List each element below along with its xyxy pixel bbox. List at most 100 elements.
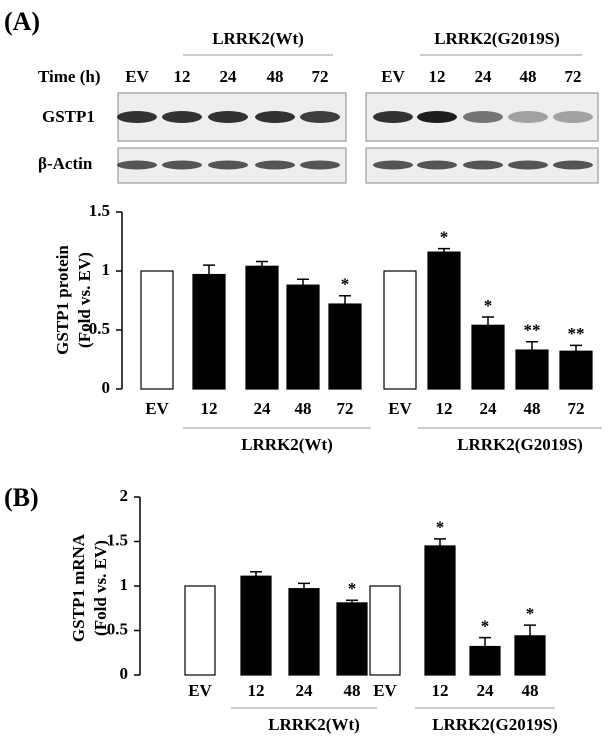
- bar: [514, 635, 546, 676]
- bar: [424, 545, 456, 676]
- y-tick-label: 2: [120, 486, 129, 505]
- error-bar: [570, 344, 582, 352]
- time-label: Time (h): [38, 67, 101, 86]
- error-bar: [479, 636, 491, 647]
- group-label: LRRK2(Wt): [268, 715, 360, 734]
- bar: [184, 585, 216, 676]
- band: [117, 111, 157, 123]
- blot-row-label: β-Actin: [38, 154, 93, 173]
- x-tick-label: 72: [337, 399, 354, 418]
- significance-label: *: [440, 227, 449, 246]
- lane-label: EV: [381, 67, 405, 86]
- y-axis-label: (Fold vs. EV): [91, 540, 110, 636]
- bar: [383, 270, 417, 390]
- band: [417, 111, 457, 123]
- band: [463, 160, 503, 170]
- band: [463, 111, 503, 123]
- x-tick-label: 48: [344, 681, 361, 700]
- bar: [336, 602, 368, 676]
- significance-label: *: [348, 579, 357, 598]
- error-bar: [526, 341, 538, 351]
- blot-group-label: LRRK2(G2019S): [434, 29, 560, 48]
- band: [300, 111, 340, 123]
- lane-label: 24: [220, 67, 238, 86]
- band: [417, 160, 457, 170]
- lane-label: 12: [429, 67, 446, 86]
- lane-label: EV: [125, 67, 149, 86]
- x-tick-label: 24: [296, 681, 314, 700]
- band: [508, 160, 548, 170]
- bar: [471, 324, 505, 390]
- bar: [559, 350, 593, 390]
- band: [508, 111, 548, 123]
- error-bar: [203, 264, 215, 275]
- significance-label: *: [481, 617, 490, 636]
- x-tick-label: 48: [522, 681, 539, 700]
- group-label: LRRK2(G2019S): [432, 715, 558, 734]
- band: [255, 160, 295, 170]
- significance-label: *: [341, 275, 350, 294]
- significance-label: *: [436, 518, 445, 537]
- x-tick-label: 24: [480, 399, 498, 418]
- band: [373, 111, 413, 123]
- x-tick-label: 12: [248, 681, 265, 700]
- error-bar: [434, 538, 446, 546]
- panel-label: (B): [4, 483, 39, 512]
- bar: [469, 645, 501, 676]
- bar: [515, 349, 549, 390]
- error-bar: [250, 571, 262, 577]
- x-tick-label: EV: [145, 399, 169, 418]
- y-axis-label: (Fold vs. EV): [75, 252, 94, 348]
- y-tick-label: 1: [102, 260, 111, 279]
- blot-row-label: GSTP1: [42, 107, 95, 126]
- x-tick-label: 72: [568, 399, 585, 418]
- band: [373, 160, 413, 170]
- lane-label: 72: [565, 67, 582, 86]
- panel-label: (A): [4, 7, 40, 36]
- band: [162, 160, 202, 170]
- error-bar: [339, 295, 351, 305]
- error-bar: [346, 599, 358, 603]
- band: [553, 160, 593, 170]
- x-tick-label: EV: [373, 681, 397, 700]
- y-tick-label: 0.5: [107, 619, 128, 638]
- y-tick-label: 1: [120, 575, 129, 594]
- bar: [192, 273, 226, 390]
- group-label: LRRK2(Wt): [241, 435, 333, 454]
- error-bar: [524, 624, 536, 636]
- x-tick-label: 24: [254, 399, 272, 418]
- error-bar: [297, 278, 309, 286]
- y-tick-label: 0.5: [89, 319, 110, 338]
- blot-group-label: LRRK2(Wt): [212, 29, 304, 48]
- error-bar: [482, 316, 494, 326]
- y-tick-label: 1.5: [107, 530, 128, 549]
- bar: [427, 251, 461, 390]
- band: [300, 160, 340, 170]
- band: [162, 111, 202, 123]
- band: [553, 111, 593, 123]
- lane-label: 72: [312, 67, 329, 86]
- significance-label: **: [524, 321, 541, 340]
- x-tick-label: 12: [436, 399, 453, 418]
- error-bar: [438, 247, 450, 253]
- lane-label: 24: [475, 67, 493, 86]
- y-tick-label: 0: [120, 664, 129, 683]
- band: [255, 111, 295, 123]
- x-tick-label: EV: [188, 681, 212, 700]
- significance-label: *: [484, 296, 493, 315]
- x-tick-label: 48: [295, 399, 312, 418]
- band: [117, 160, 157, 170]
- bar: [328, 303, 362, 390]
- error-bar: [298, 582, 310, 589]
- significance-label: *: [526, 604, 535, 623]
- band: [208, 111, 248, 123]
- bar: [245, 265, 279, 390]
- significance-label: **: [568, 324, 585, 343]
- y-axis-label: GSTP1 mRNA: [69, 533, 88, 642]
- x-tick-label: 48: [524, 399, 541, 418]
- x-tick-label: 24: [477, 681, 495, 700]
- bar: [369, 585, 401, 676]
- lane-label: 48: [267, 67, 284, 86]
- lane-label: 12: [174, 67, 191, 86]
